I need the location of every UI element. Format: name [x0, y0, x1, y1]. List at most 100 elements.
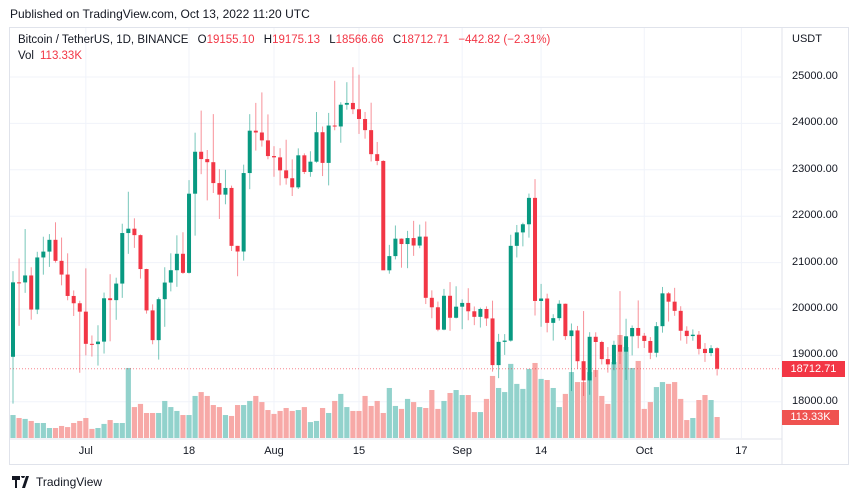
- candle-body: [715, 348, 720, 369]
- candle-body: [290, 178, 295, 188]
- candle-body: [53, 239, 58, 261]
- candle: [508, 234, 513, 342]
- candle-body: [569, 330, 574, 337]
- candle: [490, 300, 495, 372]
- volume-bar: [702, 395, 708, 438]
- volume-bar: [40, 422, 46, 438]
- candle-body: [496, 341, 501, 366]
- volume-bar: [46, 427, 53, 438]
- candle: [247, 114, 252, 190]
- candle-body: [563, 303, 568, 337]
- candle-body: [533, 197, 538, 301]
- y-tick-label: 21000.00: [792, 255, 838, 268]
- volume-bar: [435, 408, 441, 438]
- candle-body: [642, 335, 647, 341]
- candle: [472, 306, 477, 326]
- candle-body: [11, 282, 15, 357]
- volume-bar: [605, 403, 611, 438]
- candle-body: [684, 330, 689, 337]
- candle: [290, 159, 295, 197]
- volume-bar: [714, 417, 720, 438]
- candle: [502, 334, 507, 355]
- volume-bar: [623, 347, 629, 438]
- volume-bar: [593, 370, 599, 438]
- candle: [405, 230, 410, 269]
- ohlc-legend: Bitcoin / TetherUS, 1D, BINANCE O19155.1…: [18, 34, 556, 46]
- candle: [296, 148, 301, 190]
- change-value: −442.82 (−2.31%): [458, 34, 551, 46]
- logo-text: TradingView: [36, 475, 103, 489]
- candle: [302, 153, 307, 175]
- candle-body: [369, 130, 374, 155]
- volume-bar: [471, 412, 477, 438]
- candle: [162, 267, 167, 327]
- volume-bar: [295, 410, 301, 438]
- currency-label: USDT: [792, 33, 822, 45]
- candle: [278, 148, 283, 186]
- candle: [587, 332, 592, 395]
- candle: [235, 245, 240, 277]
- tradingview-logo[interactable]: TradingView: [12, 475, 102, 489]
- candle: [29, 267, 34, 320]
- volume-bar: [168, 407, 174, 438]
- candle-body: [199, 151, 204, 160]
- candle: [23, 229, 28, 293]
- volume-bar: [125, 367, 131, 438]
- candle-body: [35, 257, 40, 310]
- x-tick-label: 17: [735, 445, 748, 457]
- candle: [599, 340, 604, 365]
- last-price-label: 18712.71: [782, 361, 845, 377]
- symbol-title[interactable]: Bitcoin / TetherUS, 1D, BINANCE: [18, 34, 189, 46]
- volume-bar: [502, 392, 508, 438]
- volume-bar: [568, 372, 575, 438]
- candle-body: [678, 310, 683, 331]
- candle: [575, 325, 580, 369]
- volume-bar: [344, 407, 350, 438]
- candle-body: [350, 102, 355, 110]
- candle-body: [478, 309, 483, 317]
- volume-bar: [665, 383, 672, 438]
- volume-bar: [174, 410, 180, 438]
- candle: [369, 102, 374, 162]
- candle: [660, 286, 665, 333]
- candle: [417, 224, 422, 249]
- candle: [441, 288, 446, 331]
- candle-body: [126, 228, 131, 234]
- volume-bar: [192, 395, 198, 438]
- volume-bar: [234, 405, 241, 438]
- candle-body: [460, 302, 465, 307]
- candle-body: [180, 253, 185, 273]
- candle: [678, 306, 683, 341]
- candle: [448, 282, 453, 331]
- candle: [11, 271, 15, 404]
- volume-bar: [150, 412, 156, 438]
- candle-body: [65, 274, 70, 296]
- volume-bar: [259, 402, 265, 438]
- volume-bar: [411, 402, 417, 438]
- candle: [326, 112, 331, 186]
- candle: [624, 318, 629, 380]
- candle: [399, 238, 404, 268]
- volume-bar: [417, 407, 423, 438]
- volume-bar: [186, 415, 192, 438]
- candle: [223, 169, 228, 205]
- volume-bar: [362, 395, 368, 438]
- volume-bar: [71, 422, 77, 438]
- chart-frame: [9, 27, 849, 465]
- candle-body: [666, 293, 671, 302]
- candle: [193, 132, 198, 236]
- x-tick-label: Oct: [635, 445, 653, 457]
- candle-body: [114, 283, 119, 301]
- candle-body: [557, 303, 562, 319]
- candle-body: [539, 298, 544, 301]
- volume-bar: [253, 395, 259, 438]
- candle: [265, 114, 270, 160]
- y-tick-label: 22000.00: [792, 209, 838, 222]
- volume-bar: [180, 415, 186, 438]
- candle: [126, 191, 131, 254]
- volume-bar: [580, 382, 587, 438]
- candle-body: [423, 236, 428, 298]
- volume-bar: [508, 363, 514, 438]
- candle: [241, 164, 246, 261]
